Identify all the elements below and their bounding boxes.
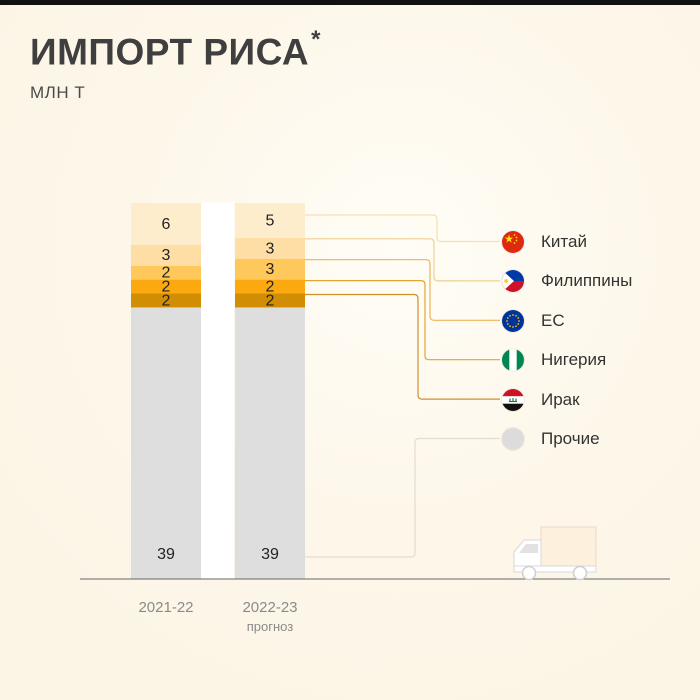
value-label-1-5: 5 [266,212,275,229]
connector-line-5 [305,214,500,243]
legend-item-iraq: Ирак [502,387,632,413]
bar-link-line-3 [200,258,236,267]
title-footnote-mark: * [311,26,321,53]
legend-item-other: Прочие [502,426,632,452]
legend-label-china: Китай [541,232,587,251]
bar-segment-0-4 [131,244,201,266]
chart-title-text: ИМПОРТ РИСА [30,31,310,73]
value-label-1-4: 3 [266,240,275,257]
bar-segment-1-0 [235,307,305,579]
value-label-0-0: 39 [157,546,175,563]
top-bar [0,0,700,5]
value-label-1-1: 2 [266,292,275,309]
bar-segment-0-0 [131,307,201,579]
category-note-1: прогноз [247,619,294,634]
bar-segment-0-2 [131,279,201,294]
legend-item-philippines: Филиппины [502,268,632,294]
legend-label-philippines: Филиппины [541,271,633,291]
bar-segment-1-4 [235,237,305,259]
units-label: МЛН Т [30,83,86,102]
bar-segment-0-3 [131,265,201,280]
bar-gap-strip [201,203,234,579]
truck-icon [513,526,597,581]
value-label-0-3: 2 [162,265,171,282]
value-label-0-1: 2 [162,292,171,309]
eu-flag-icon [502,309,524,332]
connector-line-2 [305,279,500,361]
bar-segment-1-1 [235,293,305,308]
bar-segment-1-5 [235,203,305,238]
value-label-1-2: 2 [266,279,275,296]
value-label-1-0: 39 [261,546,279,563]
legend-label-other: Прочие [541,428,600,448]
legend-label-iraq: Ирак [541,389,580,409]
iraq-flag-icon [502,388,524,411]
bar-segment-1-3 [235,258,305,280]
connector-line-3 [305,259,500,321]
bar-segment-0-1 [131,293,201,308]
bar-link-line-4 [200,237,236,246]
category-label-0: 2021-22 [138,599,193,616]
philippines-flag-icon [502,270,524,293]
category-label-1: 2022-23 [242,599,297,616]
value-label-0-2: 2 [162,279,171,296]
value-label-0-5: 6 [162,216,171,233]
gray-dot-icon [502,427,524,450]
value-label-1-3: 3 [266,261,275,278]
legend: Китай Филиппины [502,229,632,465]
legend-label-eu: ЕС [541,310,565,330]
connector-line-1 [305,293,500,400]
bar-segment-0-5 [131,203,201,245]
connector-line-4 [305,238,500,282]
legend-item-china: Китай [502,229,632,255]
value-label-0-4: 3 [162,247,171,264]
connector-line-0 [305,437,500,558]
legend-item-eu: ЕС [502,308,632,334]
legend-label-nigeria: Нигерия [541,350,607,370]
chart-title: ИМПОРТ РИСА* [30,26,321,73]
legend-item-nigeria: Нигерия [502,347,632,373]
china-flag-icon [502,231,524,253]
bar-segment-1-2 [235,279,305,294]
nigeria-flag-icon [502,349,524,372]
